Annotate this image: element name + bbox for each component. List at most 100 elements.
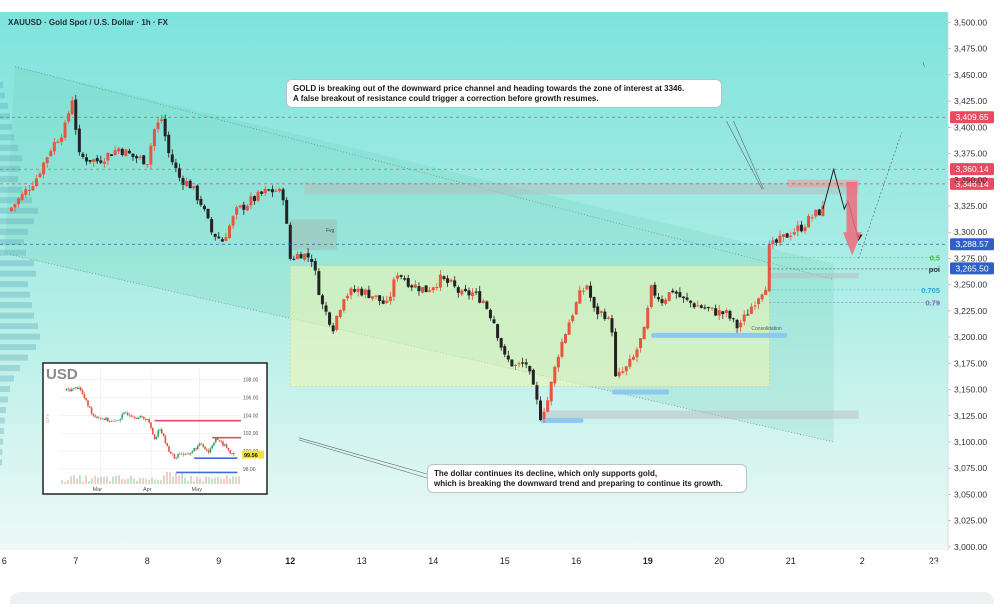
candle-body [471,292,475,297]
x-axis-label: 21 [786,556,796,566]
usd-volume-bar [235,476,237,484]
usd-volume-bar [151,477,153,484]
gold-annotation-line-2: A false breakout of resistance could tri… [293,94,599,103]
candle-body [581,290,585,292]
price-label-tag [950,238,994,251]
candle-body [446,278,450,283]
usd-candle-body [152,428,154,435]
volume-profile-bar [0,260,34,267]
usd-candle-body [170,451,172,454]
candle-body [410,285,414,288]
usd-volume-bar [154,479,156,484]
usd-candle-body [71,389,73,392]
usd-candle-body [103,418,105,421]
usd-candle-body [157,430,159,437]
y-axis-label: 3,500.00 [954,17,987,27]
candle-body [242,204,246,210]
candle-body [388,296,392,302]
candle-body [649,285,653,308]
candle-body [210,219,214,233]
usd-volume-bar [208,477,210,484]
usd-volume-bar [133,478,135,484]
usd-volume-bar [232,476,234,484]
volume-profile-bar [0,249,26,256]
usd-candle-body [229,450,231,454]
candle-body [363,289,367,295]
usd-y-label: 104.00 [243,413,259,419]
candle-body [392,279,396,297]
volume-profile-bar [0,186,22,193]
candle-body [710,307,714,309]
volume-profile-bar [0,333,40,340]
volume-profile-bar [0,448,3,455]
usd-candle-body [85,398,87,401]
candle-body [185,180,189,186]
usd-x-label: Mar [93,487,103,493]
y-axis-label: 3,150.00 [954,385,987,395]
candle-body [63,122,67,138]
usd-candle-body [175,457,177,459]
fib-level-label: 0.705 [921,286,940,295]
usd-volume-bar [184,477,186,484]
candle-body [664,299,668,304]
candle-body [281,189,285,201]
candle-body [253,196,257,202]
candle-body [556,356,560,368]
usd-candle-body [215,438,217,443]
candle-body [238,205,242,208]
usd-volume-bar [118,475,120,484]
candle-body [81,153,85,157]
usd-candle-body [200,443,203,445]
support-marker-high [651,332,788,338]
candle-body [92,159,96,162]
candle-body [639,338,643,349]
volume-profile-bar [0,218,34,225]
candle-body [757,298,761,305]
usd-y-label: 102.00 [243,431,259,437]
candle-body [9,207,13,212]
y-axis-label: 3,100.00 [954,437,987,447]
volume-profile-bar [0,459,2,466]
candle-body [124,149,128,157]
candle-body [674,291,678,294]
candle-body [413,284,417,288]
usd-volume-bar [139,477,141,484]
candle-body [660,299,664,304]
candle-body [782,234,786,237]
y-axis-label: 3,250.00 [954,280,987,290]
candle-body [567,322,571,335]
candle-body [510,359,514,367]
usd-candle-body [117,420,120,421]
gold-callout-pointer-2 [733,120,764,190]
usd-candle-body [99,417,102,419]
x-axis-label: 2 [860,556,865,566]
price-label-text: 3,409.65 [955,112,988,122]
usd-volume-bar [190,475,192,484]
usd-volume-bar [181,472,183,484]
candle-body [370,296,374,299]
usd-last-price-text: 99.56 [244,453,258,459]
candle-body [288,224,292,259]
candle-body [653,284,657,296]
candle-body [796,225,800,232]
candle-body [488,309,492,319]
usd-candle-body [114,421,116,422]
price-label-text: 3,288.57 [955,239,988,249]
candle-body [792,232,796,235]
candle-body [546,400,550,412]
usd-candle-body [191,451,194,453]
volume-profile-bar [0,386,10,393]
usd-volume-bar [229,478,231,484]
candle-body [810,217,814,219]
candle-body [499,338,503,348]
candle-body [145,164,149,166]
correction-arrow [842,181,862,256]
candle-body [45,157,49,163]
candle-body [724,310,728,313]
candle-body [681,296,685,299]
candle-body [170,154,174,163]
candle-body [599,311,603,313]
candle-body [149,145,153,165]
usd-candle-body [92,413,95,416]
fvg-zone [290,219,337,251]
